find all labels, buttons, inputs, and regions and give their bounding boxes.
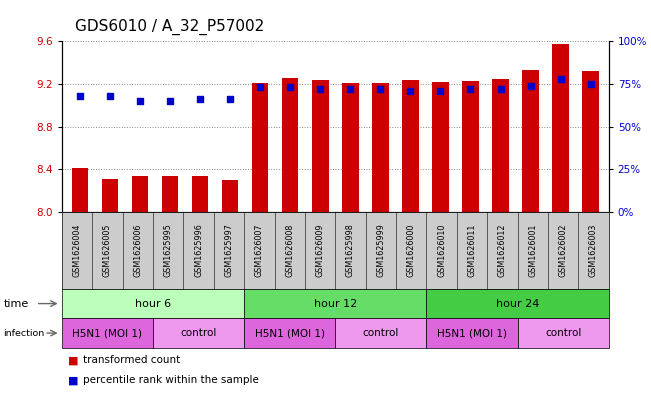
- Text: GSM1626010: GSM1626010: [437, 224, 446, 277]
- Bar: [102, 179, 118, 212]
- Text: ■: ■: [68, 375, 79, 386]
- Bar: [72, 169, 88, 212]
- Text: GDS6010 / A_32_P57002: GDS6010 / A_32_P57002: [75, 19, 264, 35]
- Bar: [402, 80, 419, 212]
- Point: [555, 76, 566, 82]
- Text: H5N1 (MOI 1): H5N1 (MOI 1): [72, 328, 143, 338]
- Point: [375, 86, 385, 92]
- Bar: [583, 71, 599, 212]
- Text: transformed count: transformed count: [83, 355, 180, 365]
- Point: [195, 96, 205, 103]
- Text: infection: infection: [3, 329, 44, 338]
- Point: [285, 84, 296, 90]
- Text: control: control: [363, 328, 399, 338]
- Text: time: time: [3, 299, 29, 309]
- Point: [255, 84, 266, 90]
- Point: [465, 86, 476, 92]
- Point: [525, 83, 536, 89]
- Text: GSM1626005: GSM1626005: [103, 224, 112, 277]
- Text: GSM1625995: GSM1625995: [163, 224, 173, 277]
- Bar: [312, 80, 329, 212]
- Text: control: control: [545, 328, 581, 338]
- Text: hour 24: hour 24: [496, 299, 539, 309]
- Text: GSM1626011: GSM1626011: [467, 224, 477, 277]
- Bar: [462, 81, 478, 212]
- Point: [495, 86, 506, 92]
- Bar: [161, 176, 178, 212]
- Text: control: control: [180, 328, 217, 338]
- Bar: [492, 79, 509, 212]
- Point: [585, 81, 596, 87]
- Bar: [192, 176, 208, 212]
- Bar: [222, 180, 238, 212]
- Bar: [372, 83, 389, 212]
- Text: ■: ■: [68, 355, 79, 365]
- Bar: [132, 176, 148, 212]
- Point: [135, 98, 145, 104]
- Point: [345, 86, 355, 92]
- Bar: [522, 70, 539, 212]
- Bar: [552, 44, 569, 212]
- Text: GSM1626004: GSM1626004: [72, 224, 81, 277]
- Text: GSM1626008: GSM1626008: [285, 224, 294, 277]
- Bar: [432, 82, 449, 212]
- Point: [436, 88, 446, 94]
- Text: H5N1 (MOI 1): H5N1 (MOI 1): [255, 328, 325, 338]
- Bar: [282, 77, 298, 212]
- Text: GSM1626007: GSM1626007: [255, 224, 264, 277]
- Bar: [342, 83, 359, 212]
- Point: [225, 96, 235, 103]
- Text: GSM1626009: GSM1626009: [316, 224, 325, 277]
- Point: [75, 93, 85, 99]
- Text: GSM1626002: GSM1626002: [559, 224, 568, 277]
- Text: GSM1626006: GSM1626006: [133, 224, 143, 277]
- Text: GSM1626012: GSM1626012: [498, 224, 507, 277]
- Bar: [252, 83, 268, 212]
- Text: GSM1625996: GSM1625996: [194, 224, 203, 277]
- Text: GSM1626001: GSM1626001: [528, 224, 537, 277]
- Text: hour 12: hour 12: [314, 299, 357, 309]
- Text: GSM1626000: GSM1626000: [407, 224, 416, 277]
- Text: GSM1625998: GSM1625998: [346, 224, 355, 277]
- Text: percentile rank within the sample: percentile rank within the sample: [83, 375, 258, 386]
- Point: [315, 86, 326, 92]
- Text: hour 6: hour 6: [135, 299, 171, 309]
- Text: GSM1625997: GSM1625997: [225, 224, 234, 277]
- Text: GSM1625999: GSM1625999: [376, 224, 385, 277]
- Text: GSM1626003: GSM1626003: [589, 224, 598, 277]
- Point: [105, 93, 115, 99]
- Text: H5N1 (MOI 1): H5N1 (MOI 1): [437, 328, 507, 338]
- Point: [165, 98, 175, 104]
- Point: [405, 88, 415, 94]
